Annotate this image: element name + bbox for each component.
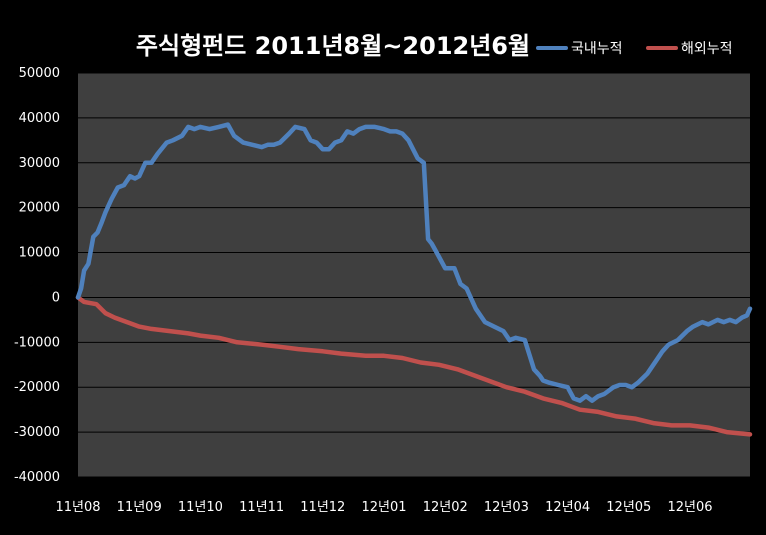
y-tick-label: -40000 [14, 470, 60, 485]
y-tick-label: 0 [52, 290, 60, 305]
y-tick-label: 40000 [19, 111, 60, 126]
x-tick-label: 12년04 [545, 500, 590, 515]
x-tick-label: 12년01 [361, 500, 406, 515]
series-layer [75, 122, 753, 437]
y-tick-label: 10000 [19, 246, 60, 261]
plot-area [78, 73, 750, 477]
series-line [75, 122, 753, 403]
y-tick-label: -30000 [14, 425, 60, 440]
x-tick-label: 12년03 [484, 500, 529, 515]
x-tick-label: 11년12 [300, 500, 345, 515]
gridlines [78, 72, 750, 478]
y-axis-ticks: 50000 40000 30000 20000 10000 0 -10000 -20000 -3… [14, 66, 60, 485]
x-tick-label: 11년11 [239, 500, 284, 515]
x-tick-label: 12년02 [423, 500, 468, 515]
x-tick-label: 12년05 [606, 500, 651, 515]
y-tick-label: 30000 [19, 156, 60, 171]
x-tick-label: 11년09 [117, 500, 162, 515]
y-tick-label: 50000 [19, 66, 60, 81]
y-tick-label: -20000 [14, 380, 60, 395]
y-tick-label: 20000 [19, 201, 60, 216]
legend-label: 해외누적 [681, 41, 733, 57]
legend-label: 국내누적 [571, 41, 623, 57]
x-tick-label: 11년10 [178, 500, 223, 515]
y-tick-label: -10000 [14, 335, 60, 350]
series-line [75, 295, 753, 437]
chart-title: 주식형펀드 2011년8월~2012년6월 [136, 32, 530, 60]
x-tick-label: 12년06 [667, 500, 712, 515]
x-axis-ticks: 11년08 11년09 11년10 11년11 11년12 12년01 12년02 12년03… [55, 500, 712, 515]
x-tick-label: 11년08 [55, 500, 100, 515]
legend: 국내누적 해외누적 [536, 41, 733, 57]
